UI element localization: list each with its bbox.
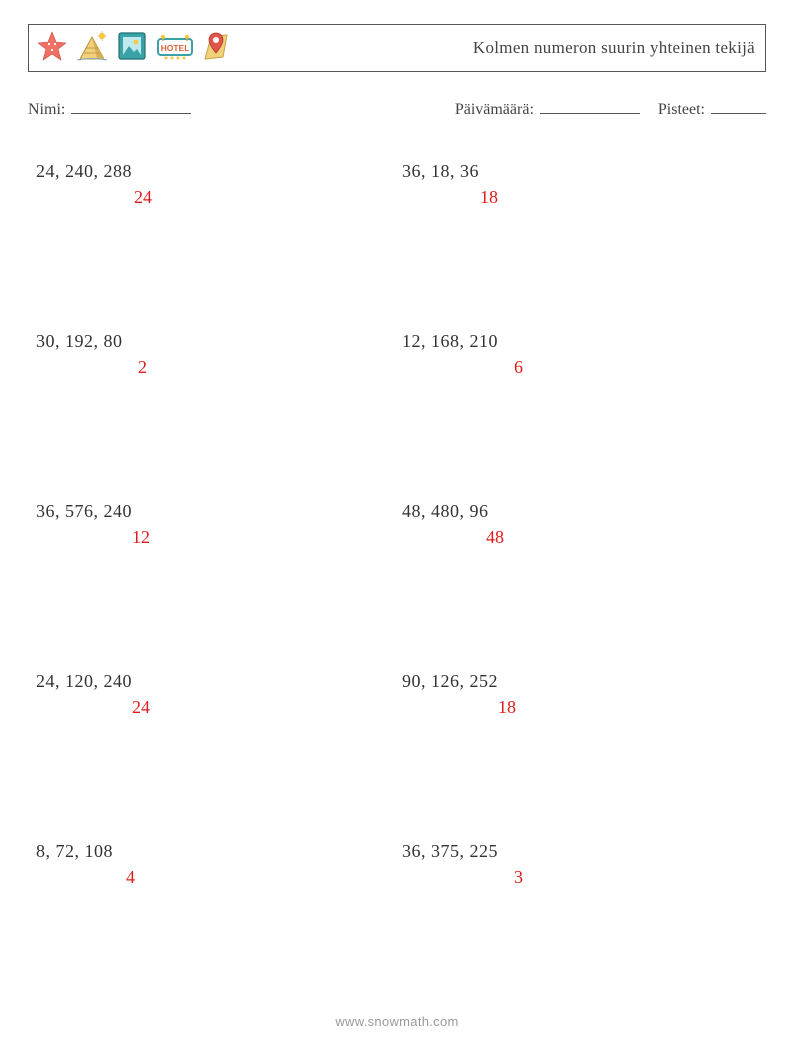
problem: 30, 192, 80 2	[36, 331, 392, 501]
name-label: Nimi:	[28, 101, 65, 118]
problem-answer: 18	[498, 697, 516, 718]
problems-grid: 24, 240, 288 24 36, 18, 36 18 30, 192, 8…	[28, 161, 766, 1011]
problem-numbers: 8, 72, 108	[36, 841, 392, 862]
problem-numbers: 36, 576, 240	[36, 501, 392, 522]
score-label: Pisteet:	[658, 101, 705, 118]
problem-answer: 4	[126, 867, 135, 888]
problem-answer: 24	[132, 697, 150, 718]
problem-numbers: 30, 192, 80	[36, 331, 392, 352]
problem: 48, 480, 96 48	[402, 501, 758, 671]
problem-numbers: 12, 168, 210	[402, 331, 758, 352]
worksheet-page: HOTEL Kolmen numeron suurin yhteinen tek…	[0, 0, 794, 1053]
problem: 36, 18, 36 18	[402, 161, 758, 331]
name-blank	[71, 98, 191, 114]
problem-numbers: 36, 18, 36	[402, 161, 758, 182]
problem-numbers: 36, 375, 225	[402, 841, 758, 862]
problem-answer: 48	[486, 527, 504, 548]
header-icons: HOTEL	[35, 29, 231, 68]
problem: 36, 375, 225 3	[402, 841, 758, 1011]
problem-answer: 18	[480, 187, 498, 208]
problem-numbers: 48, 480, 96	[402, 501, 758, 522]
problem: 36, 576, 240 12	[36, 501, 392, 671]
problem-answer: 3	[514, 867, 523, 888]
date-blank	[540, 98, 640, 114]
info-row: Nimi: Päivämäärä: Pisteet:	[28, 98, 766, 119]
problem-answer: 2	[138, 357, 147, 378]
problem-numbers: 24, 120, 240	[36, 671, 392, 692]
problem: 12, 168, 210 6	[402, 331, 758, 501]
pyramid-icon	[75, 29, 109, 68]
worksheet-title: Kolmen numeron suurin yhteinen tekijä	[473, 38, 755, 58]
score-blank	[711, 98, 766, 114]
name-field: Nimi:	[28, 98, 191, 119]
problem-numbers: 90, 126, 252	[402, 671, 758, 692]
problem: 8, 72, 108 4	[36, 841, 392, 1011]
problem: 90, 126, 252 18	[402, 671, 758, 841]
map-pin-icon	[201, 29, 231, 68]
photo-icon	[115, 29, 149, 68]
problem-answer: 12	[132, 527, 150, 548]
problem: 24, 120, 240 24	[36, 671, 392, 841]
problem-answer: 6	[514, 357, 523, 378]
starfish-icon	[35, 29, 69, 68]
problem-answer: 24	[134, 187, 152, 208]
date-label: Päivämäärä:	[455, 101, 534, 118]
problem-numbers: 24, 240, 288	[36, 161, 392, 182]
hotel-icon: HOTEL	[155, 29, 195, 68]
date-field: Päivämäärä:	[455, 98, 640, 119]
problem: 24, 240, 288 24	[36, 161, 392, 331]
svg-text:HOTEL: HOTEL	[161, 43, 190, 53]
score-field: Pisteet:	[658, 98, 766, 119]
header-box: HOTEL Kolmen numeron suurin yhteinen tek…	[28, 24, 766, 72]
footer-text: www.snowmath.com	[0, 1014, 794, 1029]
